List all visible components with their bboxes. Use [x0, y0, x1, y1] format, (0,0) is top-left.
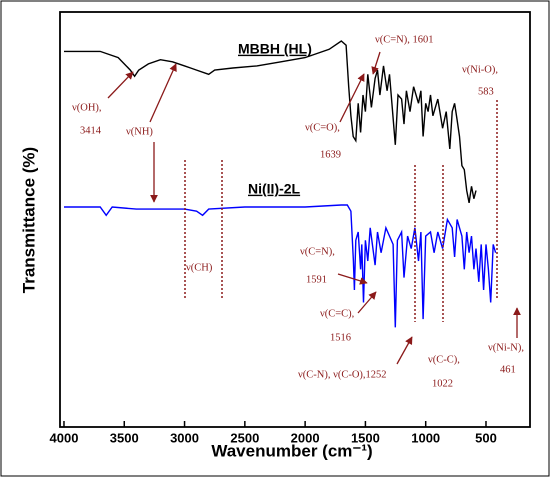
spectrum-line [64, 40, 477, 204]
annotation: ν(C=C), [320, 308, 354, 319]
annotation: 583 [478, 86, 494, 97]
arrow [339, 73, 365, 123]
spectrum-line [64, 204, 497, 328]
arrow [396, 336, 413, 365]
x-tick-label: 1000 [411, 430, 440, 445]
annotation: ν(CH) [186, 262, 213, 273]
annotation: 1516 [330, 332, 351, 343]
annotations: ν(C=N), 1601 ν(Ni-O), 583 ν(OH), 3414 ν(… [72, 34, 524, 389]
guides [107, 51, 521, 365]
annotation: ν(Ni-N), [488, 342, 524, 353]
series-label: Ni(II)-2L [248, 181, 301, 197]
annotation: 1639 [320, 149, 341, 160]
x-tick-label: 2000 [291, 430, 320, 445]
arrow [337, 273, 368, 285]
x-tick-label: 3000 [170, 430, 199, 445]
arrow [371, 51, 381, 75]
x-tick-label: 500 [475, 430, 497, 445]
arrow [357, 291, 377, 314]
annotation: ν(C=O), [305, 122, 340, 133]
annotation: 3414 [80, 125, 102, 136]
annotation: ν(C-N), ν(C-O),1252 [298, 369, 387, 380]
annotation: ν(C=N), [300, 246, 335, 257]
annotation: 461 [500, 364, 516, 375]
annotation: 1591 [306, 274, 327, 285]
annotation: 1022 [432, 378, 453, 389]
axes-box [59, 11, 531, 428]
x-axis-label: Wavenumber (cm⁻¹) [211, 441, 372, 460]
annotation: ν(C=N), 1601 [375, 34, 434, 45]
plot-area [64, 40, 497, 328]
arrow [107, 71, 134, 99]
y-axis-label: Transmittance (%) [19, 147, 38, 293]
arrow [149, 63, 177, 123]
x-tick-label: 4000 [50, 430, 79, 445]
annotation: ν(NH) [126, 126, 153, 137]
annotation: ν(C-C), [428, 354, 460, 365]
series-label: MBBH (HL) [238, 41, 312, 57]
annotation: ν(OH), [72, 102, 102, 113]
x-tick-label: 2500 [230, 430, 259, 445]
x-tick-label: 3500 [110, 430, 139, 445]
x-tick-label: 1500 [351, 430, 380, 445]
annotation: ν(Ni-O), [462, 64, 498, 75]
